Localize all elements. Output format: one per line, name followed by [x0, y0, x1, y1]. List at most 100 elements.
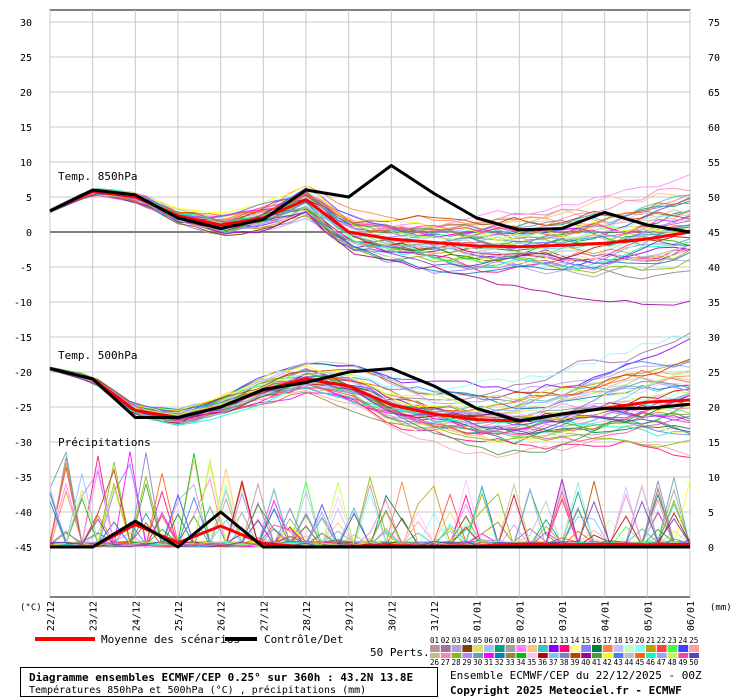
member-swatch: [581, 645, 591, 652]
member-swatch: [440, 645, 451, 652]
left-tick-label: -35: [14, 473, 32, 484]
member-swatch: [440, 653, 451, 658]
member-swatch: [538, 653, 548, 658]
left-tick-label: 25: [20, 53, 32, 64]
member-label: 17: [603, 636, 612, 645]
panel-label-t500: Temp. 500hPa: [58, 349, 137, 362]
member-label: 39: [570, 658, 579, 665]
member-swatch: [570, 653, 581, 658]
member-label: 44: [624, 658, 634, 665]
right-tick-label: 50: [708, 193, 720, 204]
right-tick-label: 40: [708, 263, 720, 274]
member-label: 29: [462, 658, 471, 665]
right-tick-label: 75: [708, 18, 720, 29]
plot-frame: [49, 9, 691, 598]
member-label: 43: [614, 658, 623, 665]
legend: Moyenne des scénarios Contrôle/Det: [35, 633, 343, 646]
member-swatch: [430, 645, 440, 652]
member-label: 26: [430, 658, 440, 665]
right-unit-label: (mm): [710, 603, 732, 613]
member-label: 10: [527, 636, 537, 645]
panel-label-t850: Temp. 850hPa: [58, 170, 137, 183]
member-swatch: [451, 653, 462, 658]
member-swatch: [527, 653, 537, 658]
right-tick-label: 15: [708, 438, 720, 449]
control-line-t500: [49, 367, 691, 423]
member-swatch: [538, 645, 548, 652]
member-swatch: [646, 653, 656, 658]
x-tick-label: 03/01: [558, 601, 569, 631]
member-swatch: [462, 645, 473, 652]
member-label: 24: [678, 636, 688, 645]
x-tick-label: 24/12: [131, 601, 142, 631]
member-line: [49, 368, 691, 418]
member-swatch: [559, 645, 570, 652]
main-series: [49, 164, 691, 549]
left-tick-label: -20: [14, 368, 32, 379]
member-swatch: [592, 645, 602, 652]
member-label: 03: [452, 636, 461, 645]
footer-title: Diagramme ensembles ECMWF/CEP 0.25° sur …: [29, 671, 414, 684]
member-label: 47: [657, 658, 666, 665]
member-swatch: [494, 653, 505, 658]
member-label: 27: [441, 658, 450, 665]
left-tick-label: -5: [20, 263, 32, 274]
left-tick-label: 5: [26, 193, 32, 204]
member-label: 04: [462, 636, 472, 645]
member-swatch: [516, 653, 527, 658]
right-tick-label: 65: [708, 88, 720, 99]
control-line-t850: [49, 164, 691, 234]
left-tick-label: -45: [14, 543, 32, 554]
member-swatch: [656, 645, 667, 652]
member-swatch: [462, 653, 473, 658]
right-tick-label: 30: [708, 333, 720, 344]
x-tick-label: 31/12: [430, 601, 441, 631]
member-line: [49, 367, 691, 417]
member-label: 12: [549, 636, 558, 645]
member-label: 40: [581, 658, 591, 665]
member-label: 31: [484, 658, 493, 665]
member-line: [49, 360, 691, 415]
footer-copyright: Copyright 2025 Meteociel.fr - ECMWF: [450, 684, 682, 697]
member-swatch: [505, 653, 516, 658]
member-label: 33: [506, 658, 515, 665]
member-swatch: [548, 645, 559, 652]
member-swatch: [635, 653, 645, 658]
right-tick-label: 10: [708, 473, 720, 484]
members-count: 50 Perts.: [370, 646, 430, 659]
member-label: 13: [560, 636, 569, 645]
footer-info-box: Diagramme ensembles ECMWF/CEP 0.25° sur …: [20, 667, 438, 697]
member-swatch: [473, 653, 483, 658]
x-tick-label: 23/12: [89, 601, 100, 631]
member-label: 36: [538, 658, 548, 665]
member-swatch: [624, 645, 635, 652]
member-line: [49, 368, 691, 437]
member-swatch: [451, 645, 462, 652]
member-label: 05: [473, 636, 482, 645]
member-swatch: [646, 645, 656, 652]
right-tick-label: 0: [708, 543, 714, 554]
member-swatch: [581, 653, 591, 658]
panel-label-precip: Précipitations: [58, 436, 151, 449]
member-swatch: [656, 653, 667, 658]
legend-mean-label: Moyenne des scénarios: [101, 633, 240, 646]
left-y-axis: 30 25 20 15 10 5 0 -5 -10 -15 -20 -25 -30 -35 -40 -45: [14, 18, 32, 554]
member-label: 28: [452, 658, 462, 665]
member-label: 42: [603, 658, 612, 665]
left-tick-label: -15: [14, 333, 32, 344]
member-label: 41: [592, 658, 601, 665]
member-line: [49, 193, 691, 237]
x-tick-label: 25/12: [174, 601, 185, 631]
member-swatch: [667, 653, 678, 658]
member-label: 20: [635, 636, 645, 645]
member-label: 25: [689, 636, 698, 645]
member-swatch: [689, 653, 699, 658]
x-tick-label: 06/01: [686, 601, 697, 631]
left-tick-label: -10: [14, 298, 32, 309]
member-swatch: [570, 645, 581, 652]
member-label: 11: [538, 636, 547, 645]
member-swatch: [494, 645, 505, 652]
member-label: 30: [473, 658, 483, 665]
member-label: 09: [516, 636, 525, 645]
